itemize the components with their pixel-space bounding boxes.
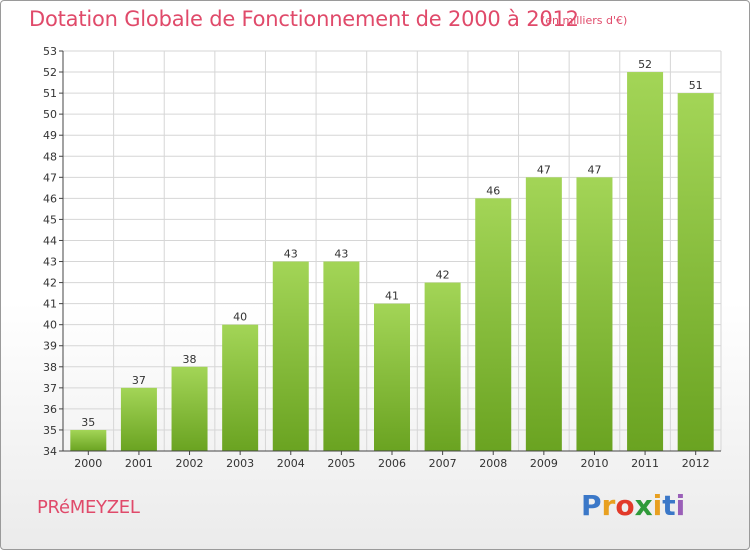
x-tick-label: 2008 <box>479 457 507 470</box>
x-tick-label: 2002 <box>176 457 204 470</box>
logo-letter: r <box>601 489 616 522</box>
y-tick-label: 53 <box>43 45 57 58</box>
y-tick-label: 40 <box>43 319 57 332</box>
logo-letter: o <box>615 489 635 522</box>
x-tick-label: 2000 <box>74 457 102 470</box>
y-tick-label: 49 <box>43 129 57 142</box>
bar <box>70 429 107 451</box>
bar <box>424 282 461 451</box>
y-tick-label: 42 <box>43 277 57 290</box>
y-tick-label: 47 <box>43 171 57 184</box>
x-tick-label: 2003 <box>226 457 254 470</box>
y-tick-label: 34 <box>43 445 57 458</box>
y-tick-label: 51 <box>43 87 57 100</box>
y-tick-label: 52 <box>43 66 57 79</box>
y-tick-label: 41 <box>43 298 57 311</box>
bar <box>120 387 157 451</box>
logo-letter: t <box>662 489 676 522</box>
bar-value-label: 38 <box>183 353 197 366</box>
chart-title: Dotation Globale de Fonctionnement de 20… <box>29 7 579 31</box>
bar-value-label: 47 <box>537 163 551 176</box>
y-tick-label: 36 <box>43 403 57 416</box>
y-tick-label: 37 <box>43 382 57 395</box>
commune-name: PRéMEYZEL <box>37 497 140 518</box>
bar <box>222 324 259 451</box>
x-tick-label: 2006 <box>378 457 406 470</box>
bar-value-label: 40 <box>233 311 247 324</box>
bar-value-label: 41 <box>385 290 399 303</box>
bar-value-label: 52 <box>638 58 652 71</box>
bar <box>272 261 309 451</box>
bar-value-label: 37 <box>132 374 146 387</box>
chart-subtitle: (en milliers d'€) <box>541 14 628 27</box>
logo-letter: i <box>652 489 663 522</box>
y-tick-label: 45 <box>43 213 57 226</box>
x-tick-label: 2001 <box>125 457 153 470</box>
axes: 34 35 36 37 38 39 40 41 42 43 44 45 46 47 48 49 50 51 52 53… <box>43 45 721 470</box>
x-tick-label: 2007 <box>429 457 457 470</box>
value-labels: 35 37 38 40 43 43 41 42 46 47 47 52 51 <box>81 58 702 429</box>
y-tick-label: 38 <box>43 361 57 374</box>
x-tick-label: 2012 <box>682 457 710 470</box>
bar-value-label: 51 <box>689 79 703 92</box>
bar-value-label: 42 <box>436 269 450 282</box>
bar <box>576 177 613 451</box>
logo-letter: P <box>581 489 602 522</box>
y-tick-label: 48 <box>43 150 57 163</box>
x-tick-label: 2010 <box>580 457 608 470</box>
y-tick-label: 43 <box>43 256 57 269</box>
logo-letter: x <box>634 489 653 522</box>
bars <box>70 72 714 452</box>
logo-letter: i <box>675 489 686 522</box>
bar <box>525 177 562 451</box>
bar-value-label: 47 <box>587 163 601 176</box>
y-tick-label: 46 <box>43 192 57 205</box>
x-tick-label: 2005 <box>327 457 355 470</box>
x-tick-label: 2004 <box>277 457 305 470</box>
bar-value-label: 35 <box>81 416 95 429</box>
x-tick-label: 2009 <box>530 457 558 470</box>
bar <box>475 198 512 451</box>
bar-value-label: 43 <box>284 248 298 261</box>
bar <box>171 366 208 451</box>
x-tick-label: 2011 <box>631 457 659 470</box>
y-tick-label: 50 <box>43 108 57 121</box>
bar <box>627 72 664 451</box>
proxiti-logo: Proxiti <box>581 489 685 522</box>
bar <box>677 93 714 452</box>
y-tick-label: 44 <box>43 234 57 247</box>
bar-value-label: 46 <box>486 184 500 197</box>
bar-value-label: 43 <box>334 248 348 261</box>
bar <box>374 303 410 451</box>
bar <box>323 261 360 451</box>
y-tick-label: 39 <box>43 340 57 353</box>
y-tick-label: 35 <box>43 424 57 437</box>
